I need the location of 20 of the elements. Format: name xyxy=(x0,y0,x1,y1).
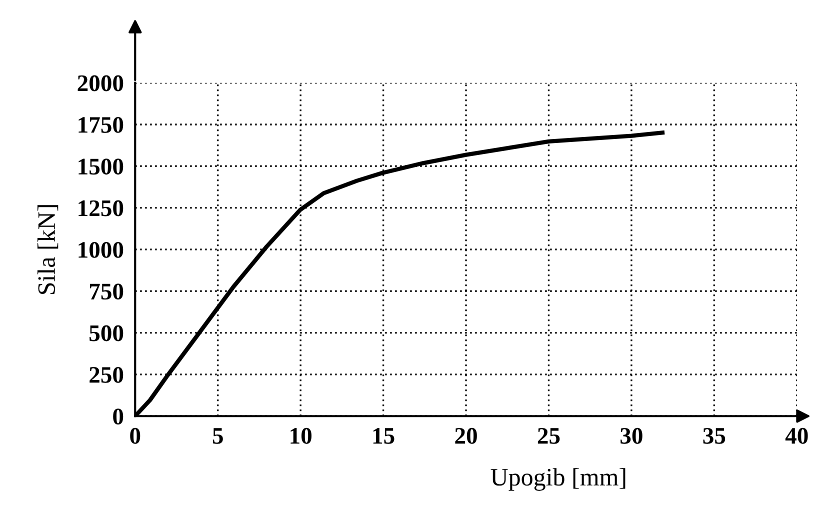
y-axis-title: Sila [kN] xyxy=(37,205,58,294)
x-tick-label: 35 xyxy=(703,428,726,444)
x-tick-label: 20 xyxy=(455,428,477,444)
x-tick-label: 30 xyxy=(620,428,642,444)
y-tick-label: 1250 xyxy=(78,200,124,216)
y-tick-label: 0 xyxy=(113,408,124,425)
x-axis-title: Upogib [mm] xyxy=(490,468,626,491)
y-tick-label: 1000 xyxy=(78,242,124,258)
x-tick-label: 25 xyxy=(538,428,560,444)
x-tick-label: 15 xyxy=(373,428,394,444)
y-tick-label: 750 xyxy=(90,284,124,300)
y-tick-label: 2000 xyxy=(78,75,124,92)
x-tick-label: 0 xyxy=(130,428,140,444)
y-tick-label: 1750 xyxy=(78,116,124,133)
y-tick-label: 1500 xyxy=(78,158,124,175)
x-tick-label: 5 xyxy=(212,428,223,444)
y-tick-label: 250 xyxy=(90,366,124,383)
x-tick-label: 10 xyxy=(290,428,312,444)
x-tick-label: 40 xyxy=(785,428,808,444)
y-tick-label: 500 xyxy=(90,325,124,342)
